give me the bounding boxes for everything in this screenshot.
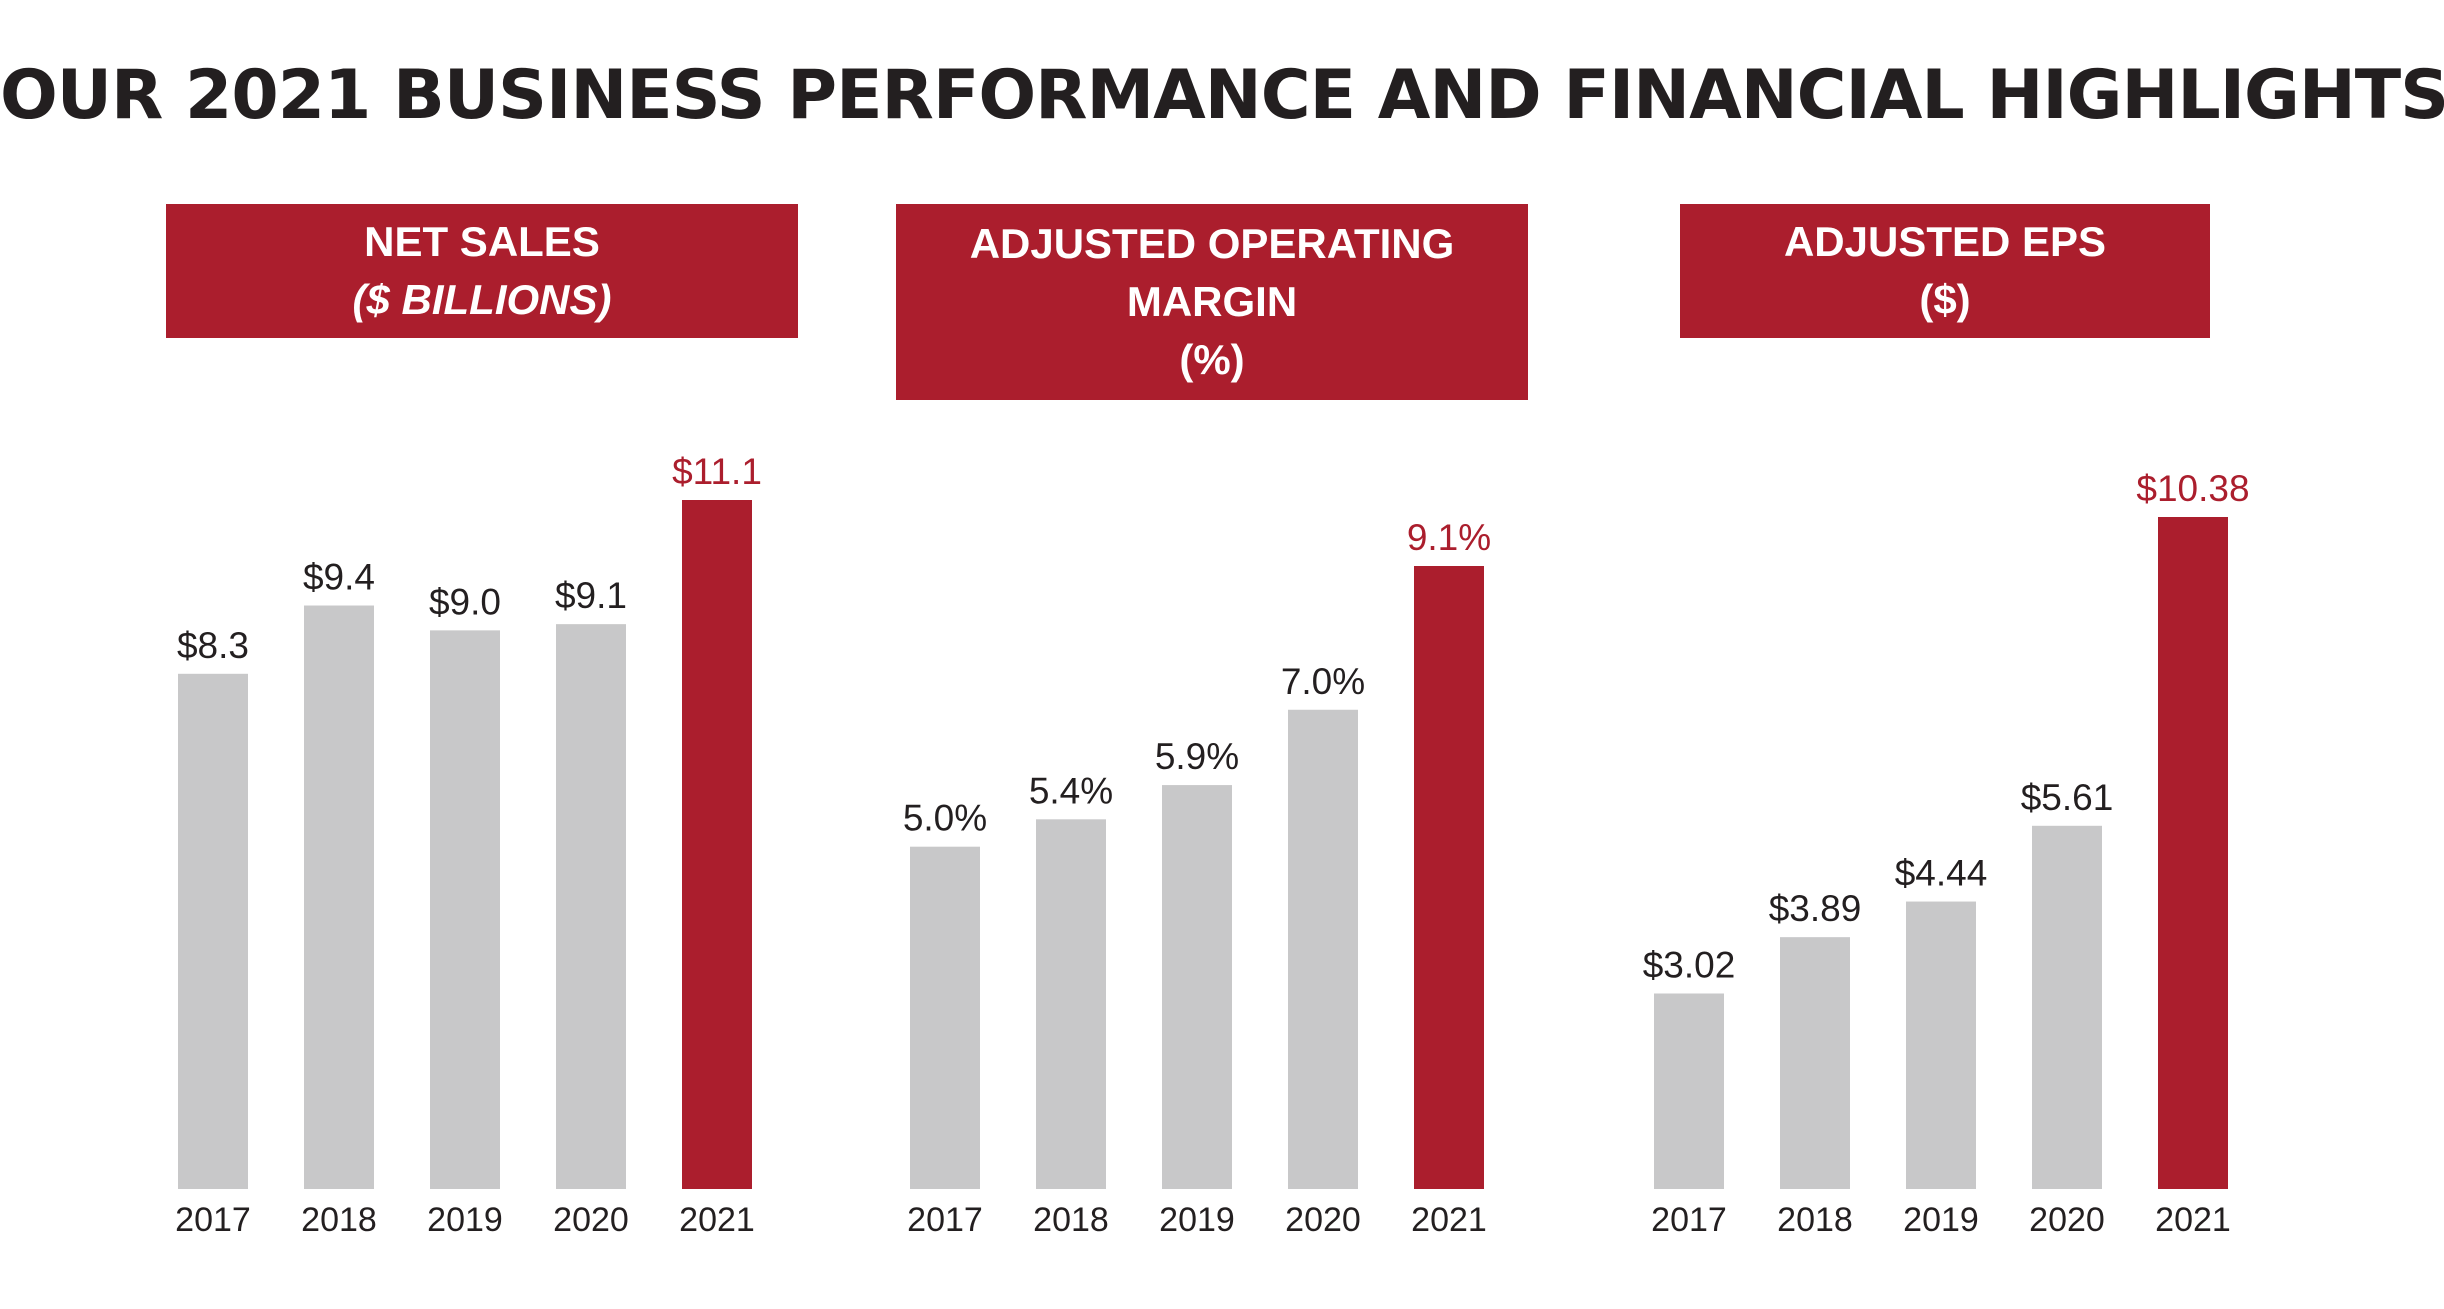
net-sales-tick-label-2017: 2017 (175, 1201, 251, 1239)
net-sales-tick-label-2019: 2019 (427, 1201, 503, 1239)
net-sales-tick-label-2018: 2018 (301, 1201, 377, 1239)
operating-margin-bar-2019 (1162, 785, 1232, 1189)
adjusted-eps-tick-label-2017: 2017 (1651, 1201, 1727, 1239)
adjusted-eps-data-label-2020: $5.61 (2021, 777, 2114, 818)
adjusted-operating-margin-header-line-3: (%) (1179, 336, 1245, 383)
adjusted-eps-header-line-1: ADJUSTED EPS (1783, 218, 2107, 265)
net-sales-header-line-1: NET SALES (364, 218, 600, 265)
adjusted-eps-data-label-2017: $3.02 (1643, 944, 1736, 985)
adjusted-eps-data-label-2018: $3.89 (1769, 888, 1862, 929)
adjusted-eps-chart: $3.02 2017 $3.89 2018 $4.44 2019 $5.61 2020 $10.… (1643, 468, 2250, 1239)
net-sales-tick-label-2020: 2020 (553, 1201, 629, 1239)
adjusted-operating-margin-header-line-2: MARGIN (1126, 278, 1298, 325)
net-sales-header-line-2: ($ BILLIONS) (352, 276, 612, 323)
operating-margin-tick-label-2020: 2020 (1285, 1201, 1361, 1239)
adjusted-eps-tick-label-2019: 2019 (1903, 1201, 1979, 1239)
net-sales-data-label-2020: $9.1 (555, 575, 627, 616)
operating-margin-data-label-2017: 5.0% (903, 798, 987, 839)
net-sales-bar-2021 (682, 500, 752, 1189)
operating-margin-tick-label-2019: 2019 (1159, 1201, 1235, 1239)
adjusted-eps-data-label-2019: $4.44 (1895, 853, 1988, 894)
adjusted-eps-tick-label-2020: 2020 (2029, 1201, 2105, 1239)
net-sales-bar-2018 (304, 605, 374, 1189)
operating-margin-bar-2020 (1288, 709, 1358, 1189)
adjusted-eps-bar-2020 (2032, 825, 2102, 1189)
adjusted-eps-bar-2018 (1780, 937, 1850, 1189)
operating-margin-data-label-2021: 9.1% (1407, 517, 1491, 558)
operating-margin-data-label-2020: 7.0% (1281, 661, 1365, 702)
net-sales-data-label-2019: $9.0 (429, 581, 501, 622)
operating-margin-tick-label-2021: 2021 (1411, 1201, 1487, 1239)
adjusted-eps-tick-label-2021: 2021 (2155, 1201, 2231, 1239)
operating-margin-tick-label-2018: 2018 (1033, 1201, 1109, 1239)
net-sales-bar-2020 (556, 624, 626, 1189)
operating-margin-data-label-2018: 5.4% (1029, 770, 1113, 811)
operating-margin-tick-label-2017: 2017 (907, 1201, 983, 1239)
operating-margin-chart: 5.0% 2017 5.4% 2018 5.9% 2019 7.0% 2020 9.1% 2021 (903, 517, 1491, 1239)
net-sales-tick-label-2021: 2021 (679, 1201, 755, 1239)
operating-margin-data-label-2019: 5.9% (1155, 736, 1239, 777)
page-title: OUR 2021 BUSINESS PERFORMANCE AND FINANC… (0, 56, 2444, 135)
net-sales-data-label-2021: $11.1 (672, 451, 762, 492)
operating-margin-bar-2017 (910, 846, 980, 1189)
adjusted-eps-header: ADJUSTED EPS ($) (1680, 204, 2210, 338)
adjusted-operating-margin-header: ADJUSTED OPERATING MARGIN (%) (896, 204, 1528, 400)
net-sales-chart: $8.3 2017 $9.4 2018 $9.0 2019 $9.1 2020 $11.1 202… (175, 451, 762, 1239)
adjusted-eps-data-label-2021: $10.38 (2136, 468, 2249, 509)
adjusted-eps-bar-2021 (2158, 517, 2228, 1189)
net-sales-header: NET SALES ($ BILLIONS) (166, 204, 798, 338)
operating-margin-bar-2021 (1414, 566, 1484, 1189)
net-sales-data-label-2018: $9.4 (303, 557, 375, 598)
adjusted-eps-tick-label-2018: 2018 (1777, 1201, 1853, 1239)
net-sales-bar-2017 (178, 673, 248, 1189)
net-sales-bar-2019 (430, 630, 500, 1189)
adjusted-eps-bar-2019 (1906, 901, 1976, 1189)
adjusted-operating-margin-header-line-1: ADJUSTED OPERATING (969, 220, 1455, 267)
operating-margin-bar-2018 (1036, 819, 1106, 1189)
net-sales-data-label-2017: $8.3 (177, 625, 249, 666)
adjusted-eps-bar-2017 (1654, 993, 1724, 1189)
adjusted-eps-header-line-2: ($) (1919, 276, 1971, 323)
